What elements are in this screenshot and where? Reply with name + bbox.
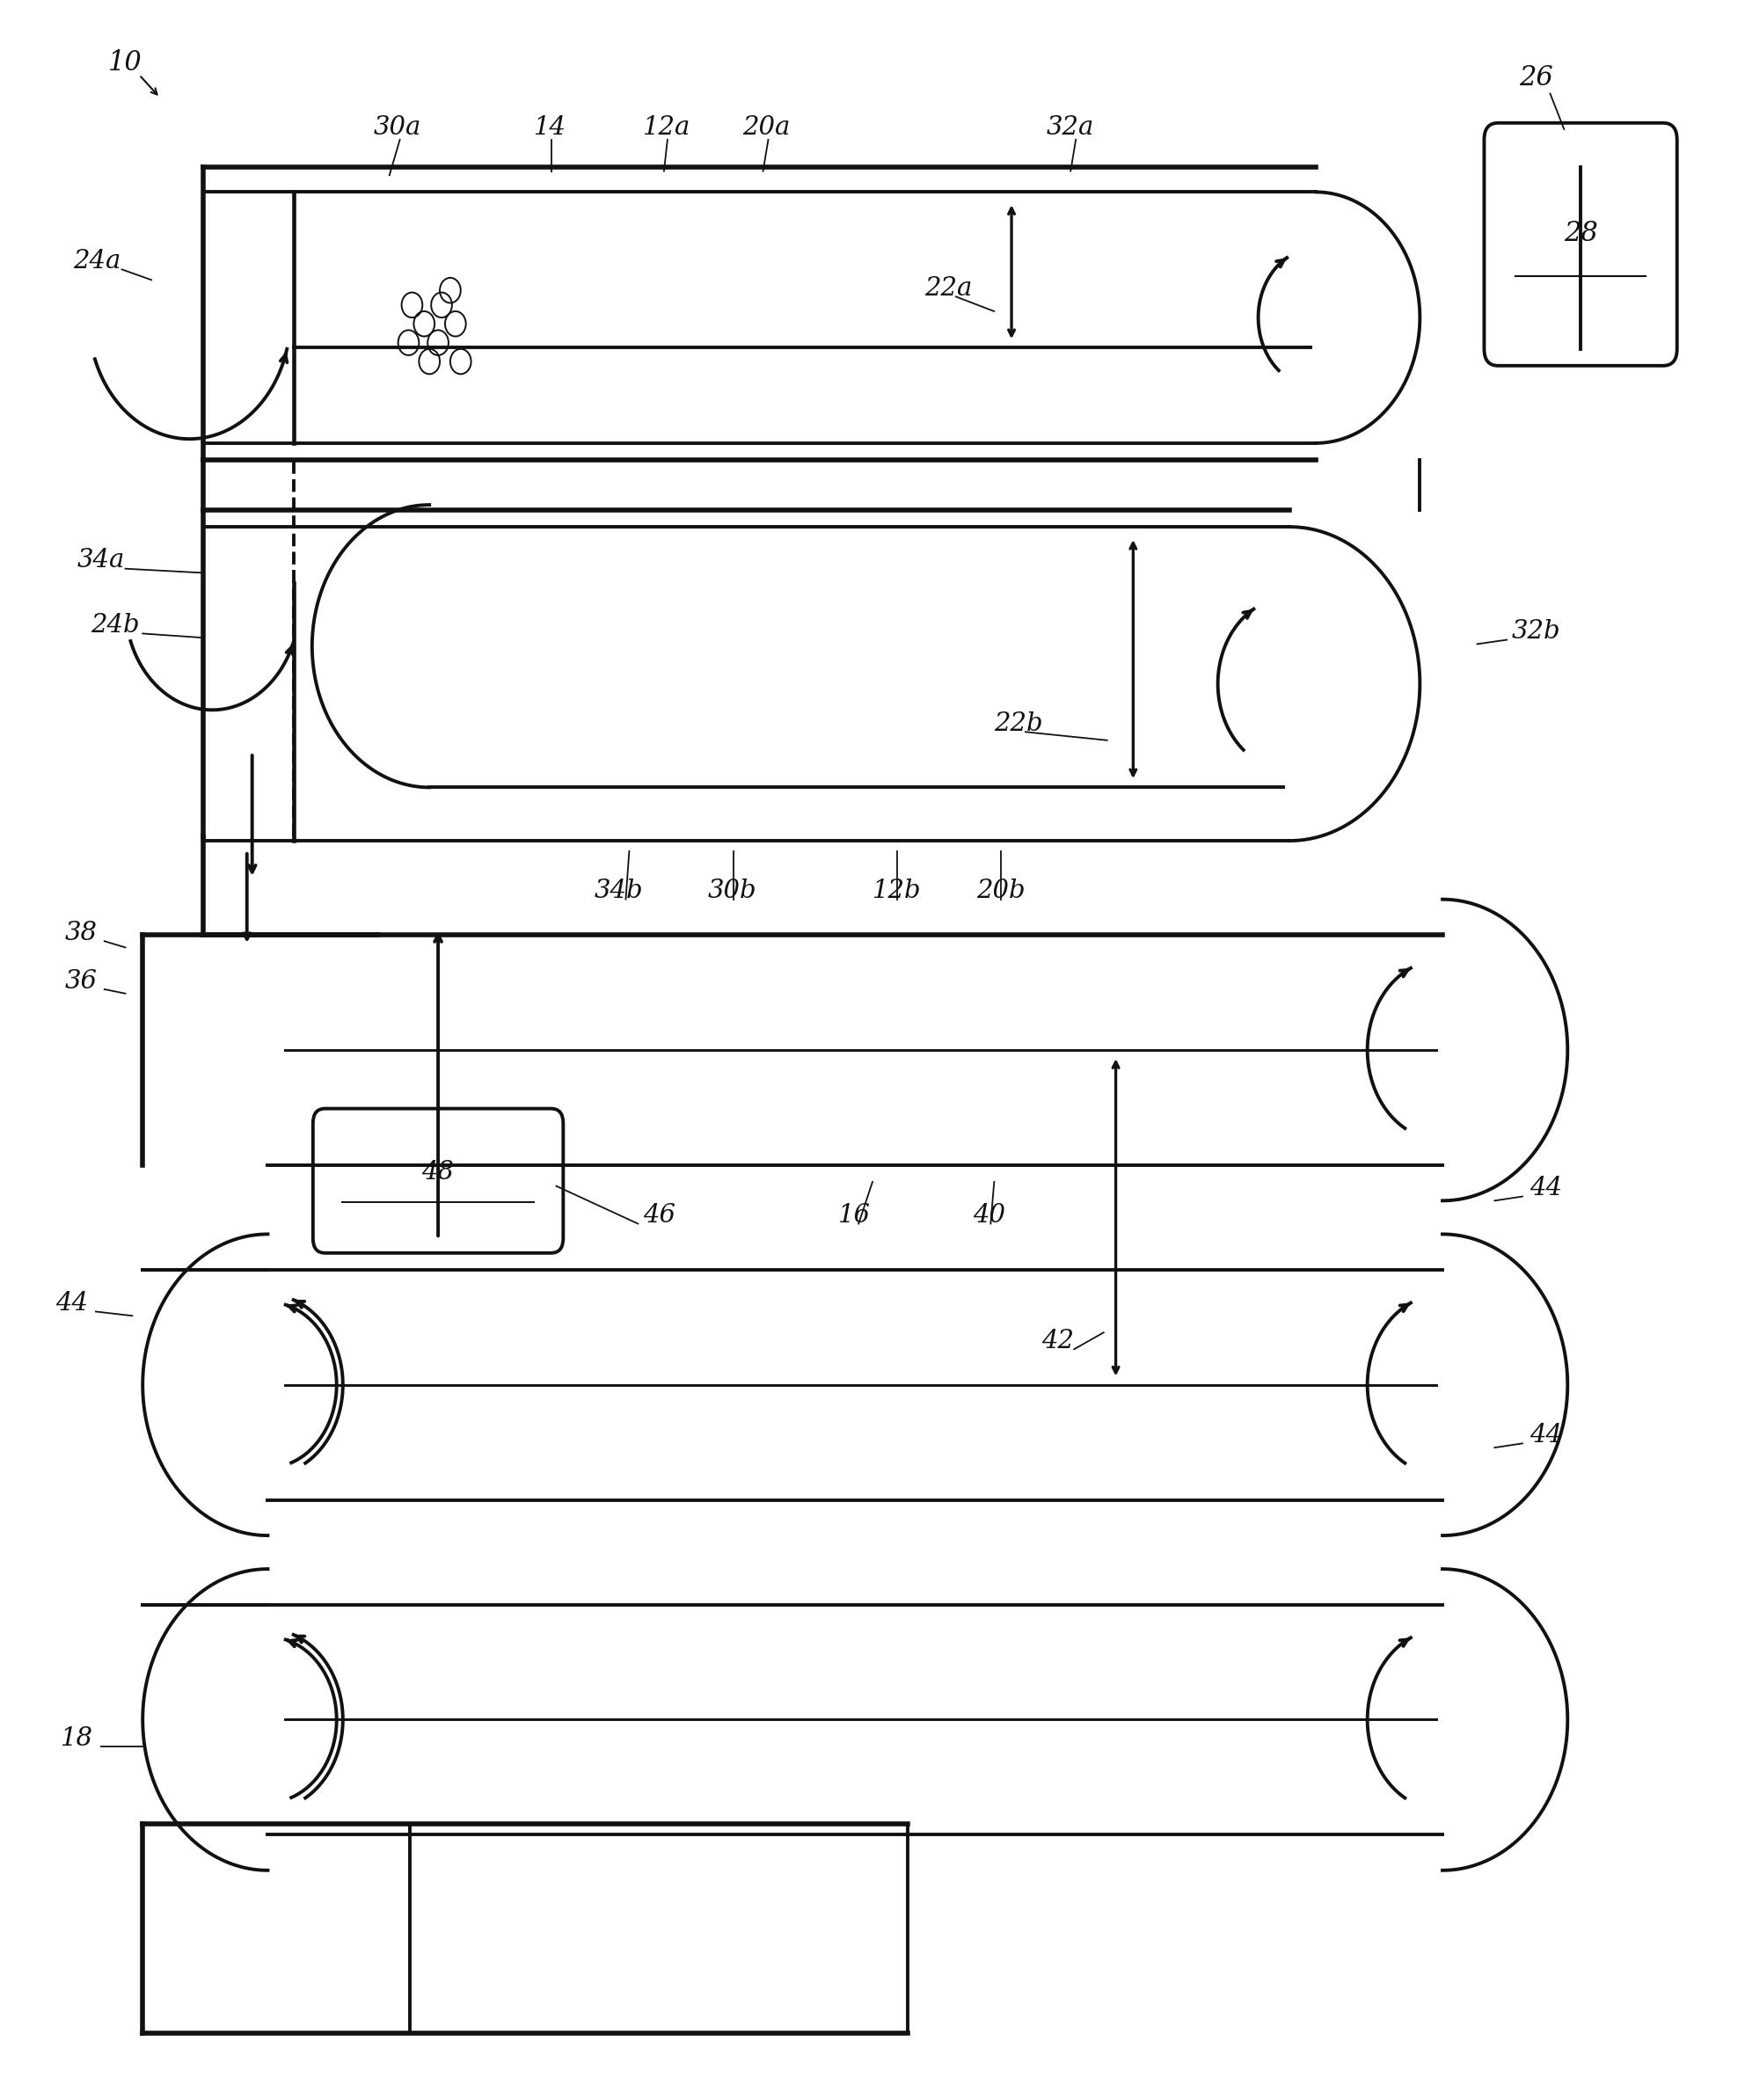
Text: 30a: 30a [373,116,422,141]
Text: 40: 40 [974,1203,1005,1228]
FancyBboxPatch shape [312,1109,564,1254]
Text: 26: 26 [1518,65,1553,92]
Text: 12a: 12a [644,116,691,141]
Text: 22a: 22a [925,277,972,300]
Text: 32a: 32a [1047,116,1094,141]
Text: 14: 14 [534,116,565,141]
Text: 34b: 34b [595,880,644,903]
Text: 44: 44 [1529,1176,1562,1201]
Text: 46: 46 [644,1203,675,1228]
Text: 24b: 24b [91,613,140,638]
Text: 42: 42 [1042,1329,1073,1352]
Text: 32b: 32b [1511,620,1560,645]
Text: 20b: 20b [977,880,1026,903]
Text: 10: 10 [108,50,141,78]
Text: 48: 48 [422,1159,454,1184]
Text: 38: 38 [65,920,98,945]
Text: 24a: 24a [73,250,120,273]
Text: 12b: 12b [872,880,921,903]
Text: 36: 36 [65,968,98,993]
Text: 44: 44 [1529,1424,1562,1447]
Text: 44: 44 [56,1292,89,1317]
Text: 34a: 34a [77,548,124,573]
Text: 18: 18 [61,1726,94,1751]
Text: 16: 16 [838,1203,871,1228]
FancyBboxPatch shape [1485,124,1677,365]
Text: 20a: 20a [742,116,790,141]
Text: 28: 28 [1564,220,1598,248]
Text: 30b: 30b [707,880,756,903]
Text: 22b: 22b [995,712,1044,737]
